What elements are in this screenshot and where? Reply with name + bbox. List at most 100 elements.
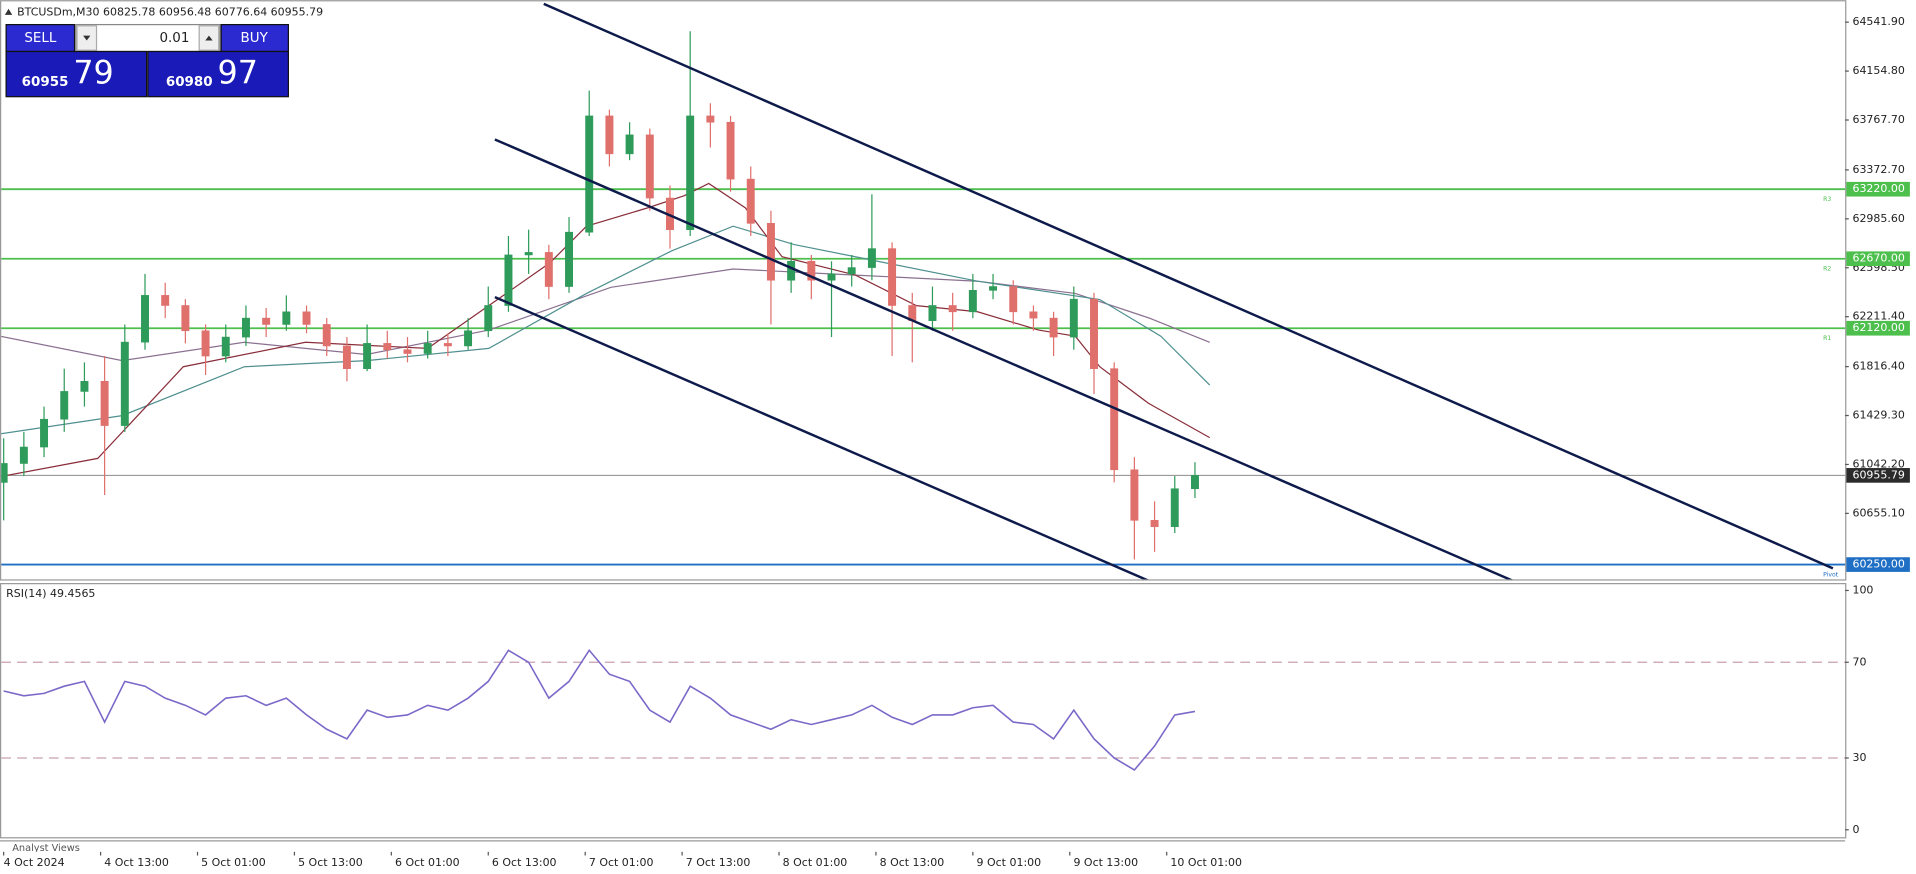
x-tick-label: 9 Oct 01:00 bbox=[977, 856, 1042, 869]
trend-line bbox=[494, 138, 1513, 580]
y-tick-label: 63372.70 bbox=[1852, 163, 1904, 176]
y-tick-label: 61429.30 bbox=[1852, 409, 1904, 422]
y-tick-label: 64154.80 bbox=[1852, 64, 1904, 77]
y-tick-label: 62211.40 bbox=[1852, 310, 1904, 323]
candle-body bbox=[19, 446, 28, 464]
trade-panel: SELL 0.01 BUY 60955 79 60980 97 bbox=[5, 23, 289, 98]
y-tick-label: 30 bbox=[1852, 751, 1866, 764]
candle-body bbox=[585, 115, 594, 233]
y-tick-label: 64541.90 bbox=[1852, 15, 1904, 28]
candle-body bbox=[322, 324, 331, 347]
sell-price-big: 79 bbox=[73, 56, 113, 92]
level-label-box bbox=[1846, 557, 1910, 572]
candle-body bbox=[181, 305, 190, 332]
candle-body bbox=[888, 248, 897, 306]
candle-body bbox=[484, 305, 493, 332]
moving-average bbox=[1, 225, 1211, 435]
buy-label: BUY bbox=[241, 31, 269, 46]
x-tick-label: 9 Oct 13:00 bbox=[1073, 856, 1138, 869]
level-name: R2 bbox=[1823, 266, 1831, 273]
candle-body bbox=[1150, 520, 1159, 527]
candle-body bbox=[807, 260, 816, 281]
moving-average bbox=[1, 182, 1211, 478]
candle-body bbox=[524, 252, 533, 256]
candle-body bbox=[302, 311, 311, 325]
y-tick-label: 63767.70 bbox=[1852, 113, 1904, 126]
candle-body bbox=[383, 343, 392, 351]
candle-body bbox=[766, 223, 775, 281]
sell-price-main: 60955 bbox=[22, 75, 69, 90]
sell-price-box[interactable] bbox=[5, 50, 148, 98]
candle-body bbox=[726, 121, 735, 180]
level-label: 63220.00 bbox=[1852, 182, 1904, 195]
x-tick-label: 4 Oct 13:00 bbox=[104, 856, 169, 869]
x-tick-label: 8 Oct 13:00 bbox=[880, 856, 945, 869]
candle-body bbox=[60, 391, 69, 420]
candle-body bbox=[141, 295, 149, 343]
collapse-icon[interactable] bbox=[4, 8, 13, 15]
x-tick-label: 4 Oct 2024 bbox=[4, 856, 65, 869]
candle-body bbox=[1049, 317, 1058, 338]
lot-value: 0.01 bbox=[159, 31, 189, 46]
trend-line bbox=[494, 295, 1149, 580]
down-arrow bbox=[83, 35, 91, 41]
buy-price-box[interactable] bbox=[147, 50, 289, 98]
candle-body bbox=[847, 267, 856, 275]
candle-body bbox=[787, 260, 796, 281]
candle-body bbox=[1069, 298, 1078, 338]
rsi-line bbox=[3, 648, 1196, 771]
trend-channel bbox=[494, 2, 1834, 580]
y-tick-label: 100 bbox=[1852, 583, 1873, 596]
sell-button[interactable] bbox=[5, 23, 76, 53]
rsi-frame bbox=[0, 583, 1847, 839]
candle-body bbox=[645, 134, 654, 199]
current-price-box bbox=[1846, 468, 1910, 483]
main-frame bbox=[0, 0, 1847, 581]
candle-body bbox=[1029, 311, 1038, 319]
level-name: R1 bbox=[1823, 335, 1831, 342]
current-price-label: 60955.79 bbox=[1852, 468, 1904, 481]
y-tick-label: 70 bbox=[1852, 655, 1866, 668]
candle-body bbox=[544, 252, 553, 287]
x-tick-label: 10 Oct 01:00 bbox=[1170, 856, 1242, 869]
candle-body bbox=[625, 134, 634, 155]
footer-tab[interactable]: Analyst Views bbox=[12, 843, 80, 854]
candle-body bbox=[706, 115, 715, 123]
candle-body bbox=[443, 343, 452, 347]
candle-body bbox=[1090, 298, 1098, 369]
level-label-box bbox=[1846, 181, 1910, 197]
candle-body bbox=[686, 115, 695, 230]
candle-body bbox=[968, 290, 977, 313]
candle-body bbox=[100, 381, 109, 426]
candle-body bbox=[605, 115, 614, 155]
candle-body bbox=[241, 317, 250, 338]
x-tick-label: 5 Oct 01:00 bbox=[201, 856, 266, 869]
candle-body bbox=[342, 345, 351, 369]
candle-body bbox=[928, 305, 937, 321]
candle-body bbox=[1110, 368, 1119, 471]
level-label: 62120.00 bbox=[1852, 321, 1904, 334]
chart-title: BTCUSDm,M30 60825.78 60956.48 60776.64 6… bbox=[17, 5, 323, 18]
candle-body bbox=[1170, 488, 1179, 527]
candle-body bbox=[403, 349, 412, 354]
y-tick-label: 62985.60 bbox=[1852, 212, 1904, 225]
candle-body bbox=[40, 418, 49, 448]
candle-body bbox=[746, 178, 755, 224]
candle-body bbox=[423, 343, 432, 354]
candle-body bbox=[464, 330, 473, 347]
candle-body bbox=[504, 254, 513, 306]
candle-body bbox=[1009, 286, 1018, 313]
y-tick-label: 0 bbox=[1852, 823, 1859, 836]
lot-input[interactable] bbox=[75, 23, 221, 53]
x-axis-bar bbox=[0, 851, 1916, 874]
x-tick-label: 7 Oct 13:00 bbox=[686, 856, 751, 869]
x-tick-label: 8 Oct 01:00 bbox=[783, 856, 848, 869]
level-label: 62670.00 bbox=[1852, 252, 1904, 265]
candle-body bbox=[282, 311, 291, 325]
x-tick-label: 6 Oct 01:00 bbox=[395, 856, 460, 869]
y-tick-label: 61042.20 bbox=[1852, 457, 1904, 470]
candle-body bbox=[948, 305, 957, 313]
y-tick-label: 61816.40 bbox=[1852, 360, 1904, 373]
candle-body bbox=[565, 231, 573, 287]
